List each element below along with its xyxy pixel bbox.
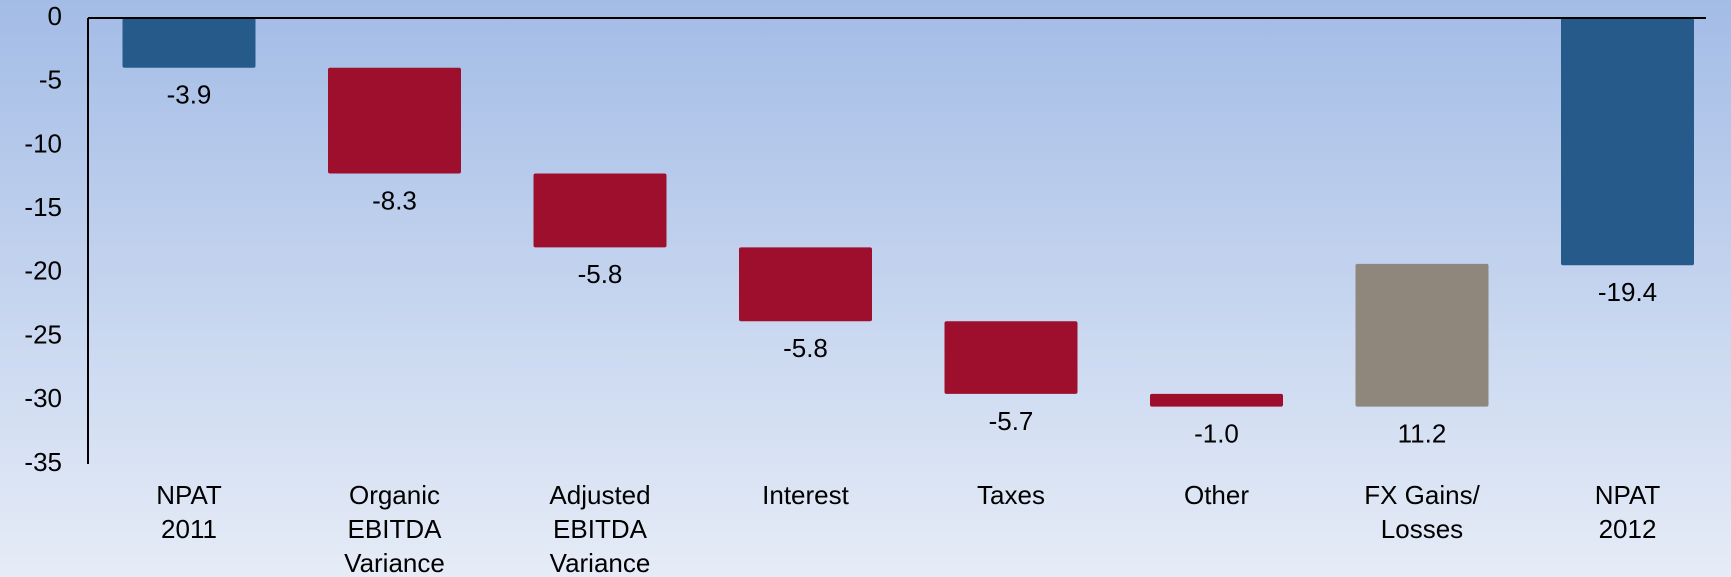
data-label: -19.4 xyxy=(1598,277,1657,307)
bar xyxy=(533,173,667,248)
bar xyxy=(122,18,256,68)
data-label: 11.2 xyxy=(1398,419,1447,449)
x-tick-label: EBITDA xyxy=(348,514,443,544)
data-label: -3.9 xyxy=(167,80,212,110)
x-tick-label: Adjusted xyxy=(549,480,650,510)
x-tick-label: Variance xyxy=(344,548,445,577)
data-label: -5.8 xyxy=(783,333,828,363)
y-tick-label: -30 xyxy=(24,383,62,413)
data-label: -5.8 xyxy=(578,259,623,289)
x-tick-label: 2012 xyxy=(1599,514,1657,544)
bar xyxy=(1561,18,1694,266)
y-tick-label: 0 xyxy=(48,1,62,31)
bar xyxy=(739,247,872,322)
x-tick-label: Taxes xyxy=(977,480,1045,510)
bar xyxy=(1150,393,1283,407)
x-tick-label: Interest xyxy=(762,480,849,510)
x-tick-label: Losses xyxy=(1381,514,1463,544)
data-label: -8.3 xyxy=(372,185,417,215)
data-label: -5.7 xyxy=(989,406,1034,436)
bar xyxy=(1355,263,1489,407)
y-tick-label: -15 xyxy=(24,192,62,222)
y-tick-label: -20 xyxy=(24,256,62,286)
x-tick-label: Variance xyxy=(550,548,651,577)
y-tick-label: -35 xyxy=(24,447,62,477)
data-label: -1.0 xyxy=(1194,419,1239,449)
x-tick-label: Other xyxy=(1184,480,1249,510)
x-tick-label: NPAT xyxy=(1595,480,1661,510)
x-tick-label: FX Gains/ xyxy=(1364,480,1480,510)
y-tick-label: -10 xyxy=(24,128,62,158)
y-tick-label: -5 xyxy=(39,65,62,95)
x-tick-label: Organic xyxy=(349,480,440,510)
x-tick-label: 2011 xyxy=(161,514,217,544)
y-tick-label: -25 xyxy=(24,319,62,349)
x-tick-label: EBITDA xyxy=(553,514,648,544)
bar xyxy=(328,67,461,174)
bar xyxy=(944,321,1078,394)
x-tick-label: NPAT xyxy=(156,480,222,510)
